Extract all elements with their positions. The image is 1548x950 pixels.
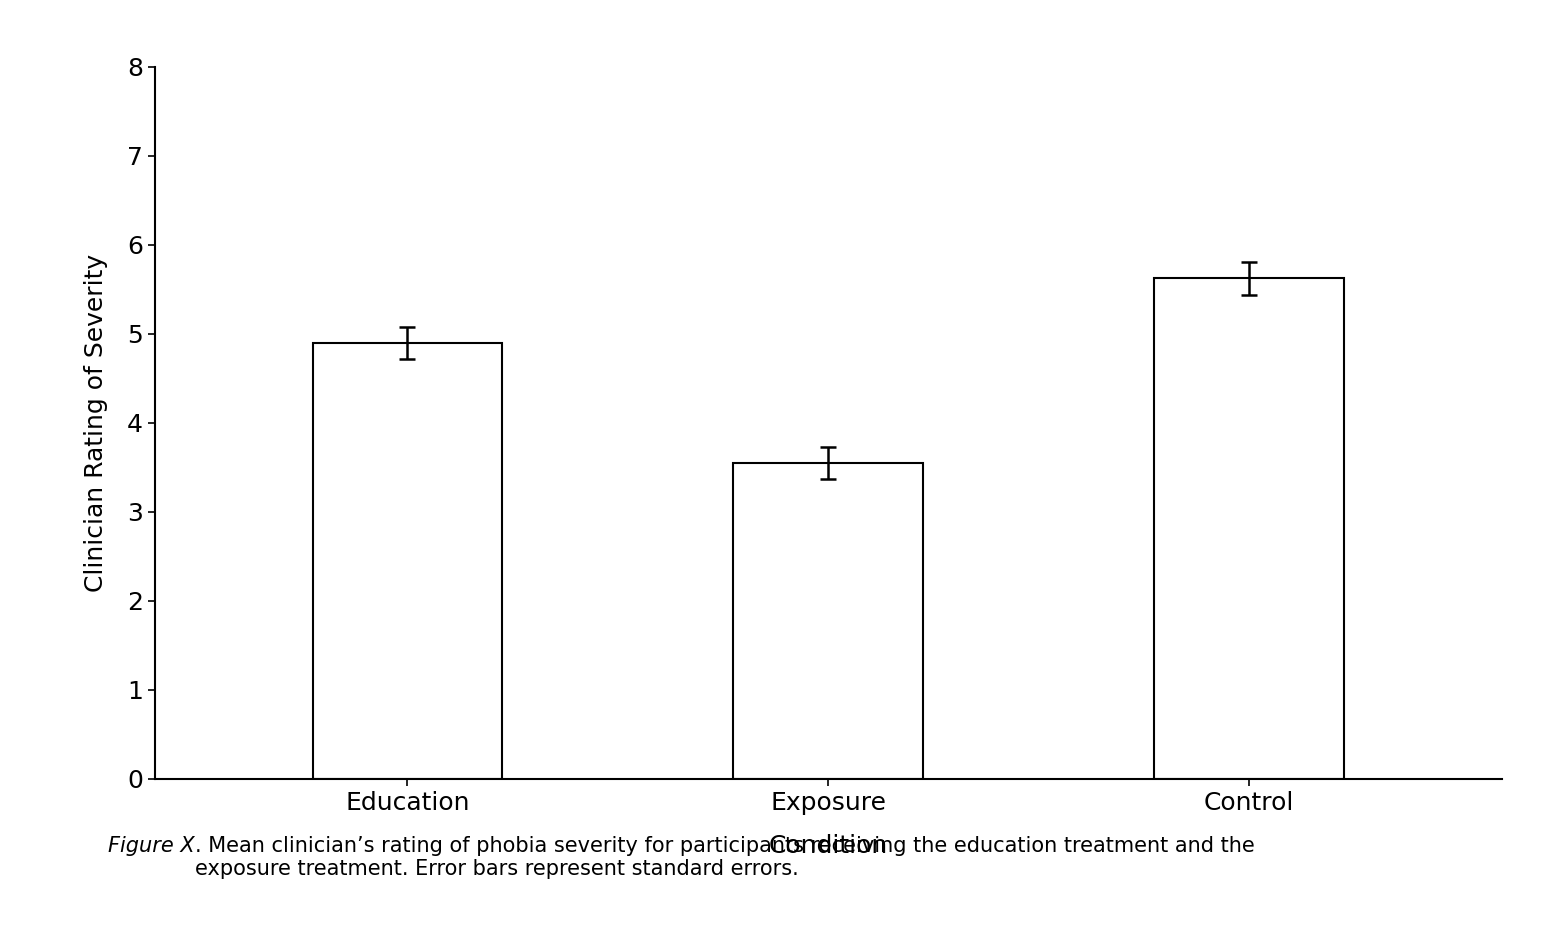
Text: Figure X: Figure X bbox=[108, 836, 195, 856]
X-axis label: Condition: Condition bbox=[768, 834, 889, 858]
Text: . Mean clinician’s rating of phobia severity for participants receiving the educ: . Mean clinician’s rating of phobia seve… bbox=[195, 836, 1255, 879]
Bar bbox=[313, 343, 502, 779]
Y-axis label: Clinician Rating of Severity: Clinician Rating of Severity bbox=[84, 254, 107, 592]
Bar bbox=[1155, 278, 1344, 779]
Bar bbox=[734, 463, 923, 779]
